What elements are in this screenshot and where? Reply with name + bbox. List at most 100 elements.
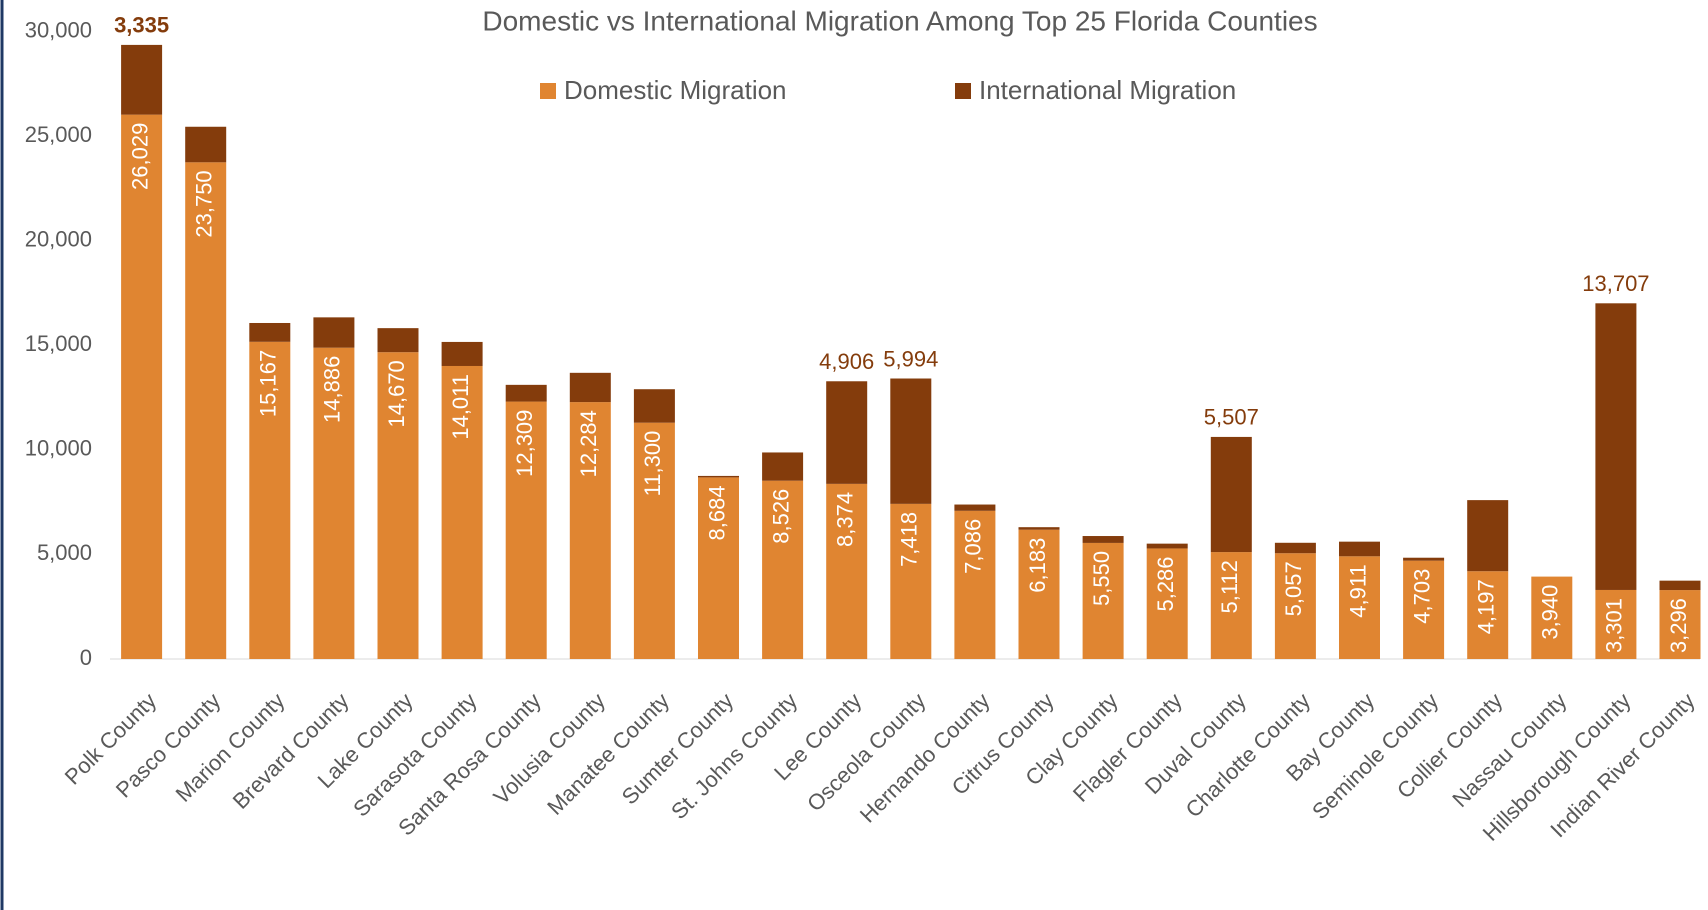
y-tick-label: 20,000 [25, 227, 92, 252]
value-label: 8,526 [768, 489, 793, 544]
legend-label: International Migration [979, 75, 1236, 105]
bar-segment [1018, 529, 1060, 659]
x-tick-label: Nassau County [1447, 688, 1571, 812]
value-label: 15,167 [256, 350, 281, 417]
chart-title: Domestic vs International Migration Amon… [482, 5, 1317, 36]
bar-segment [249, 341, 291, 659]
bar-segment [313, 317, 355, 348]
bar-segment [1339, 541, 1380, 557]
value-label: 4,906 [819, 349, 874, 374]
value-label: 8,684 [704, 485, 729, 540]
value-label: 26,029 [127, 123, 152, 190]
value-label: 5,112 [1217, 560, 1242, 613]
bar-segment [1595, 589, 1637, 659]
bar-segment [249, 322, 291, 342]
bar-segment [377, 328, 419, 353]
value-label: 5,994 [883, 346, 938, 371]
value-label: 4,911 [1345, 564, 1370, 617]
x-tick-label: Flagler County [1068, 688, 1187, 807]
value-label: 3,335 [114, 13, 169, 38]
value-label: 13,707 [1582, 271, 1649, 296]
bar-segment [121, 114, 163, 659]
bar-segment [633, 422, 675, 659]
value-label: 3,940 [1538, 585, 1563, 640]
bar-segment [185, 126, 227, 163]
bar-segment [1210, 552, 1252, 659]
y-tick-label: 10,000 [25, 436, 92, 461]
value-label: 6,183 [1025, 538, 1050, 593]
bar-segment [1146, 548, 1188, 659]
value-label: 5,286 [1153, 556, 1178, 611]
value-label: 3,301 [1602, 598, 1627, 653]
bar-segment [569, 372, 611, 403]
bar-segment [762, 452, 804, 481]
value-label: 8,374 [833, 492, 858, 547]
bar-segment [505, 384, 547, 402]
bar-segment [1659, 580, 1701, 591]
bar-segment [1595, 303, 1637, 590]
bar-segment [954, 504, 996, 511]
bar-segment [1339, 556, 1380, 659]
bar-segment [1018, 527, 1060, 530]
bar-segment [313, 347, 355, 659]
bar-segment [377, 352, 419, 659]
value-label: 14,670 [384, 360, 409, 427]
value-label: 12,309 [512, 410, 537, 477]
bar-segment [1274, 542, 1316, 554]
bar-segment [762, 480, 804, 659]
x-tick-label: Osceola County [802, 688, 930, 816]
value-label: 5,550 [1089, 551, 1114, 606]
value-label: 7,086 [961, 519, 986, 574]
bar-segment [185, 162, 227, 659]
value-label: 7,418 [897, 512, 922, 567]
bar-segment [1274, 553, 1316, 659]
bar-segment [890, 378, 932, 504]
y-tick-label: 25,000 [25, 122, 92, 147]
value-label: 11,300 [640, 431, 665, 497]
bar-segment [505, 401, 547, 659]
bar-segment [1659, 590, 1701, 659]
x-tick-label: Sumter County [617, 688, 738, 809]
legend-label: Domestic Migration [564, 75, 787, 105]
y-tick-label: 0 [80, 645, 92, 670]
y-tick-label: 15,000 [25, 331, 92, 356]
bar-segment [441, 341, 483, 366]
value-label: 3,296 [1666, 598, 1691, 653]
bar-segment [698, 475, 739, 478]
bar-segment [954, 510, 996, 659]
bar-segment [1467, 571, 1509, 659]
bar-segment [1467, 500, 1509, 572]
x-tick-label: Marion County [171, 688, 290, 807]
value-label: 4,197 [1474, 579, 1499, 634]
bar-segment [1210, 436, 1252, 553]
value-label: 14,011 [448, 374, 473, 440]
y-tick-label: 30,000 [25, 17, 92, 42]
y-tick-label: 5,000 [37, 540, 92, 565]
bar-segment [1082, 542, 1124, 659]
bar-segment [826, 483, 868, 659]
bar-segment [1403, 557, 1445, 561]
bar-segment [1403, 560, 1445, 659]
bar-segment [441, 365, 483, 659]
value-label: 23,750 [192, 170, 217, 237]
bar-segment [826, 381, 868, 484]
value-label: 4,703 [1409, 569, 1434, 624]
bar-segment [633, 389, 675, 423]
x-tick-label: Brevard County [228, 688, 354, 814]
value-label: 5,057 [1281, 561, 1306, 616]
bar-segment [1531, 576, 1573, 659]
bar-segment [890, 503, 932, 659]
bar-segment [569, 402, 611, 659]
value-label: 5,507 [1204, 405, 1259, 430]
bar-segment [698, 477, 739, 659]
bar-segment [121, 44, 163, 115]
x-tick-label: Volusia County [488, 688, 609, 809]
value-label: 14,886 [320, 356, 345, 423]
legend-swatch [540, 83, 556, 99]
bar-segment [1082, 536, 1124, 543]
bar-segment [1146, 543, 1188, 549]
value-label: 12,284 [576, 410, 601, 477]
legend-swatch [955, 83, 971, 99]
